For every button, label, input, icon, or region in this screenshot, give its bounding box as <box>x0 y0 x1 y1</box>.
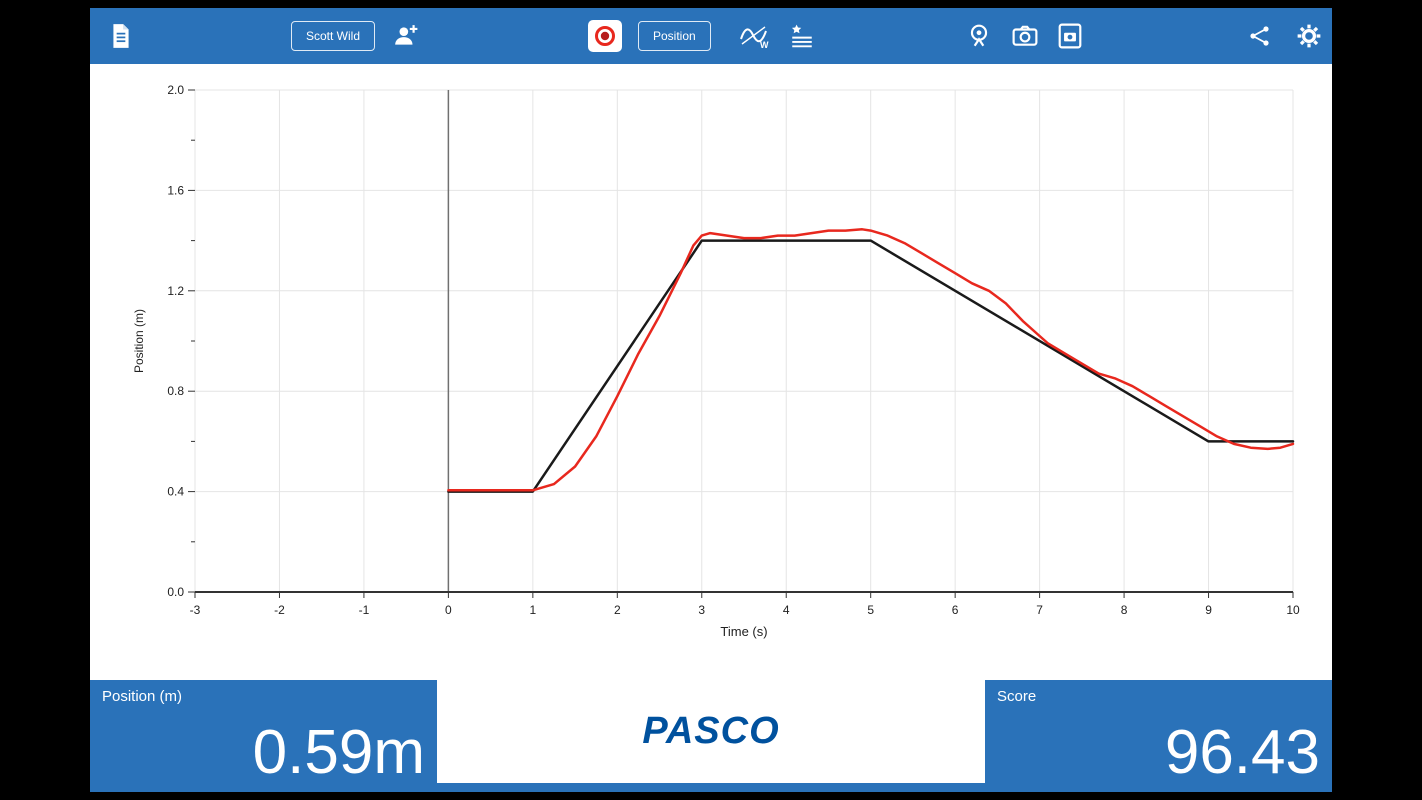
share-icon <box>1250 26 1269 46</box>
svg-text:3: 3 <box>698 603 705 617</box>
score-panel: Score 96.43 <box>985 680 1332 792</box>
toolbar-capture-group <box>966 8 1082 64</box>
svg-text:7: 7 <box>1036 603 1043 617</box>
svg-text:0.4: 0.4 <box>167 485 184 499</box>
position-readout-value: 0.59m <box>252 718 425 787</box>
toolbar-left-group <box>110 8 132 64</box>
svg-text:9: 9 <box>1205 603 1212 617</box>
record-button[interactable] <box>588 20 622 52</box>
share-button[interactable] <box>1248 24 1272 48</box>
svg-text:-2: -2 <box>274 603 285 617</box>
camera-icon <box>1012 25 1038 46</box>
score-value: 96.43 <box>1164 718 1320 787</box>
svg-text:0.0: 0.0 <box>167 585 184 599</box>
svg-text:W: W <box>760 40 769 49</box>
settings-icon <box>1297 24 1321 48</box>
match-graph-button[interactable]: W <box>739 23 769 49</box>
svg-text:1.6: 1.6 <box>167 183 184 197</box>
sensor-icon <box>970 24 988 47</box>
chart-area: -3 -2 -1 0 1 2 3 4 5 6 7 8 9 10 0.0 0.4 0.8 1.2 1.6 2.0 Time… <box>90 64 1332 680</box>
toolbar-user-group: Scott Wild <box>291 8 419 64</box>
svg-text:Time (s): Time (s) <box>720 624 767 639</box>
svg-text:1: 1 <box>530 603 537 617</box>
document-icon <box>113 24 129 48</box>
toolbar-center-group: Position W <box>588 8 815 64</box>
toolbar: Scott Wild Position W <box>90 8 1332 64</box>
svg-text:4: 4 <box>783 603 790 617</box>
score-label: Score <box>997 688 1037 705</box>
document-button[interactable] <box>110 23 132 49</box>
position-time-chart[interactable]: -3 -2 -1 0 1 2 3 4 5 6 7 8 9 10 0.0 0.4 0.8 1.2 1.6 2.0 Time… <box>90 64 1332 680</box>
journal-button[interactable] <box>789 23 815 49</box>
settings-button[interactable] <box>1296 23 1322 49</box>
svg-text:6: 6 <box>952 603 959 617</box>
pasco-logo: PASCO <box>642 710 780 752</box>
svg-text:1.2: 1.2 <box>167 284 184 298</box>
brand-panel: PASCO <box>437 680 985 783</box>
svg-text:5: 5 <box>867 603 874 617</box>
position-readout-panel: Position (m) 0.59m <box>90 680 437 792</box>
svg-text:-3: -3 <box>190 603 201 617</box>
svg-text:2.0: 2.0 <box>167 83 184 97</box>
svg-text:-1: -1 <box>359 603 370 617</box>
svg-text:8: 8 <box>1121 603 1128 617</box>
svg-text:0.8: 0.8 <box>167 384 184 398</box>
position-mode-button[interactable]: Position <box>638 21 711 51</box>
svg-text:Position (m): Position (m) <box>132 309 146 373</box>
record-icon <box>595 26 615 46</box>
svg-text:0: 0 <box>445 603 452 617</box>
add-user-button[interactable] <box>393 23 419 49</box>
svg-text:10: 10 <box>1286 603 1300 617</box>
position-readout-label: Position (m) <box>102 688 183 705</box>
bottom-bar: Position (m) 0.59m PASCO Score 96.43 <box>90 680 1332 792</box>
svg-text:2: 2 <box>614 603 621 617</box>
snapshot-button[interactable] <box>1058 23 1082 49</box>
add-user-icon <box>395 25 418 45</box>
match-graph-icon: W <box>739 26 769 49</box>
app-window: Scott Wild Position W <box>90 8 1332 792</box>
snapshot-icon <box>1058 23 1082 49</box>
toolbar-right-group <box>1248 8 1322 64</box>
sensor-button[interactable] <box>966 23 992 49</box>
camera-button[interactable] <box>1012 25 1038 47</box>
journal-icon <box>791 24 812 48</box>
user-button[interactable]: Scott Wild <box>291 21 376 51</box>
